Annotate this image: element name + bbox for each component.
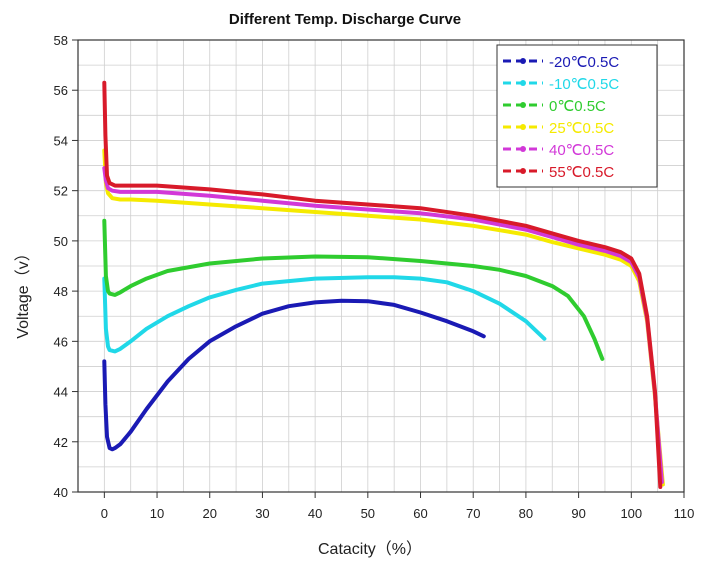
x-tick-label: 80 (519, 506, 533, 521)
axis-ticks: 0 10 20 30 40 50 60 70 80 90 100 110 40 42 44 46 48 50 52 5… (54, 33, 695, 521)
y-tick-label: 48 (54, 284, 68, 299)
x-tick-label: 100 (620, 506, 642, 521)
y-tick-label: 42 (54, 435, 68, 450)
x-tick-label: 10 (150, 506, 164, 521)
y-tick-label: 46 (54, 334, 68, 349)
y-tick-label: 52 (54, 184, 68, 199)
y-tick-label: 40 (54, 485, 68, 500)
y-tick-label: 54 (54, 133, 68, 148)
legend-label: -20℃0.5C (549, 54, 619, 71)
plot-area-frame (77, 39, 685, 493)
legend: -20℃0.5C -10℃0.5C 0℃0.5C 25℃0.5C 40℃0.5C 55℃0… (496, 44, 658, 188)
legend-label: -10℃0.5C (549, 76, 619, 93)
x-tick-label: 90 (571, 506, 585, 521)
x-tick-label: 30 (255, 506, 269, 521)
x-axis-title: Catacity（%） (318, 540, 422, 558)
legend-label: 40℃0.5C (549, 142, 614, 159)
legend-label: 0℃0.5C (549, 98, 606, 115)
legend-swatch-marker (520, 80, 526, 86)
series-lines (102, 80, 665, 489)
y-axis-title: Voltage（v） (14, 245, 32, 338)
y-tick-label: 56 (54, 83, 68, 98)
x-tick-label: 50 (361, 506, 375, 521)
y-tick-label: 50 (54, 234, 68, 249)
legend-swatch-marker (520, 168, 526, 174)
legend-swatch-marker (520, 58, 526, 64)
series-line (102, 80, 663, 489)
legend-swatch-marker (520, 102, 526, 108)
x-tick-label: 60 (413, 506, 427, 521)
x-tick-label: 40 (308, 506, 322, 521)
series-line (102, 148, 665, 487)
x-tick-label: 70 (466, 506, 480, 521)
y-tick-label: 58 (54, 33, 68, 48)
chart-title: Different Temp. Discharge Curve (229, 11, 461, 28)
legend-label: 25℃0.5C (549, 120, 614, 137)
x-tick-label: 0 (101, 506, 108, 521)
legend-swatch-marker (520, 124, 526, 130)
x-tick-label: 110 (674, 506, 695, 521)
series-line (102, 298, 486, 452)
legend-box (496, 44, 658, 188)
series-line (102, 275, 547, 354)
legend-swatch-marker (520, 146, 526, 152)
y-tick-label: 44 (54, 385, 68, 400)
x-tick-label: 20 (203, 506, 217, 521)
series-line (102, 218, 605, 361)
legend-label: 55℃0.5C (549, 164, 614, 181)
